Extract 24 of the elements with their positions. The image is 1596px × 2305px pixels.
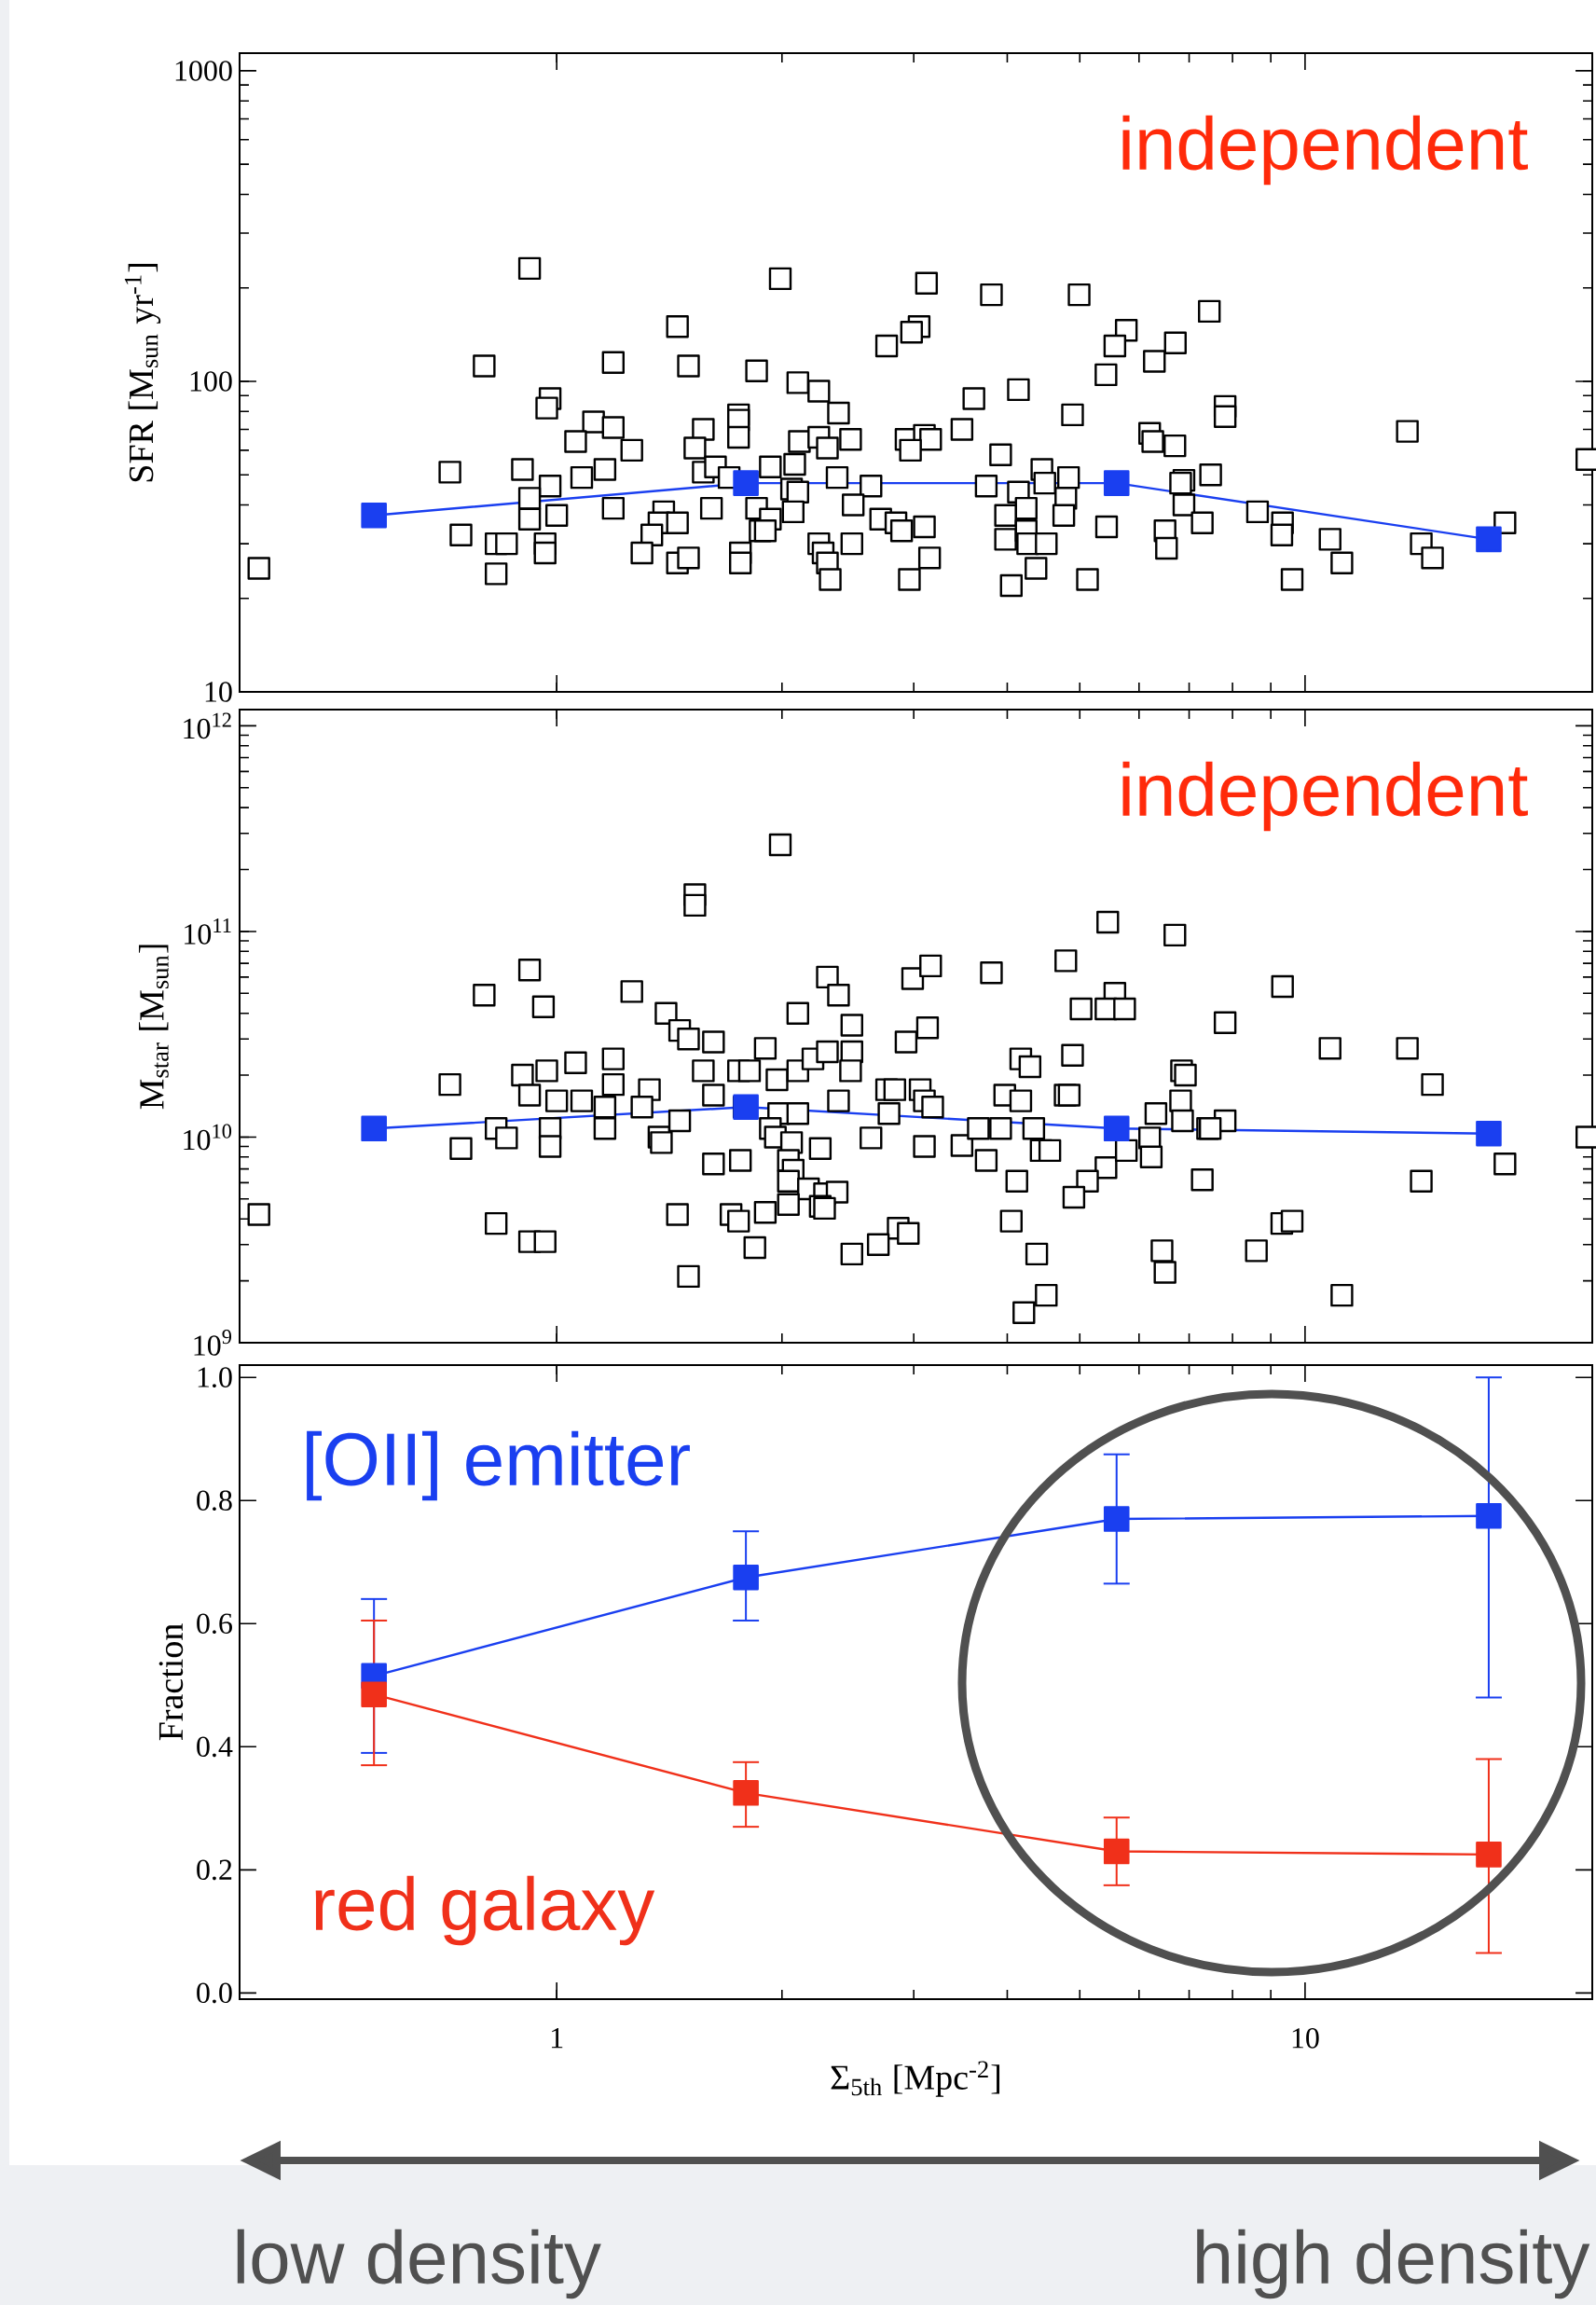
y-tick-label: 0.6 [197, 1613, 232, 1635]
y-tick-label: 10$^{11}$ [185, 918, 231, 945]
y-tick-label: 0.2 [197, 1859, 232, 1881]
y-tick-label: 100 [190, 371, 232, 392]
y-tick-label: 10$^{12}$ [184, 712, 231, 739]
text: low density [237, 2229, 601, 2299]
y-tick-label: 0.8 [197, 1490, 232, 1511]
y-tick-label: 10$^{9}$ [194, 1330, 232, 1356]
x-axis-title: Σ$_{5th}$ [Mpc$^{-2}$] [831, 2061, 1000, 2097]
annotation: independent [1122, 115, 1528, 186]
y-tick-label: 1000 [175, 61, 232, 81]
y-tick-label: 10 [205, 682, 232, 702]
annotation: independent [1122, 761, 1528, 832]
y-axis-title: SFR [M$_{sun}$ yr$^{-1}$] [124, 264, 161, 482]
series-label: [OII] emitter [307, 1430, 690, 1501]
y-tick-label: 0.4 [197, 1736, 233, 1758]
y-tick-label: 0.0 [197, 1982, 232, 2004]
text: high density [1197, 2229, 1590, 2299]
y-axis-title: Fraction [158, 1623, 184, 1741]
series-label: red galaxy [315, 1875, 655, 1946]
y-axis-title: M$_{star}$ [M$_{sun}$] [139, 945, 169, 1110]
x-tick-label: 1 [551, 2028, 563, 2049]
y-tick-label: 1.0 [198, 1367, 232, 1388]
y-tick-label: 10$^{10}$ [184, 1124, 232, 1151]
